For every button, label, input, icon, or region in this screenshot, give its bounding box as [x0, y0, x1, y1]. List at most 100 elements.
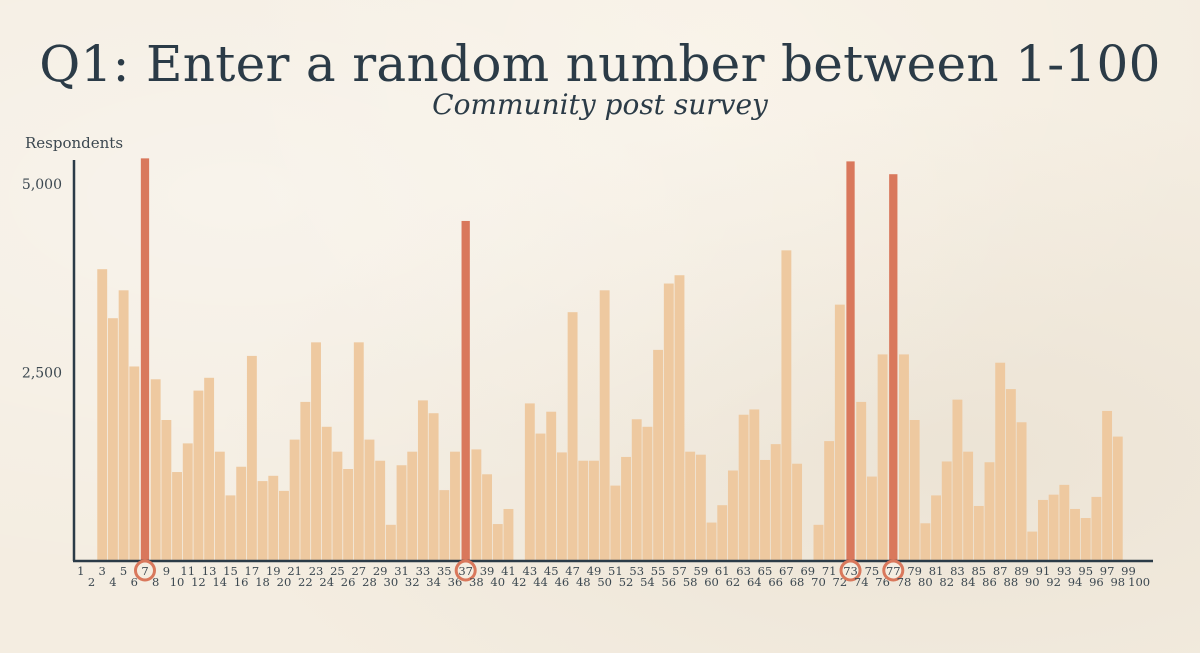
y-tick-label: 5,000 [22, 177, 62, 193]
bar-51 [610, 485, 621, 561]
highlight-circle-7 [133, 559, 156, 582]
bar-88 [1005, 389, 1016, 561]
bar-93 [1059, 484, 1070, 561]
x-tick-label: 1 [77, 564, 84, 578]
x-tick-label: 79 [907, 564, 922, 578]
x-tick-label: 25 [330, 564, 345, 578]
bar-84 [963, 451, 974, 561]
x-tick-label: 42 [512, 575, 527, 589]
x-tick-label: 18 [255, 575, 270, 589]
bar-30 [385, 524, 396, 561]
bar-20 [279, 490, 289, 561]
x-tick-label: 32 [405, 575, 420, 589]
x-tick-label: 12 [191, 575, 206, 589]
bar-65 [760, 459, 770, 561]
bar-26 [343, 469, 354, 561]
x-tick-label: 2 [88, 575, 95, 589]
bar-50 [599, 290, 610, 561]
bar-44 [535, 433, 546, 561]
x-tick-label: 9 [163, 564, 170, 578]
bar-33 [417, 400, 428, 561]
bar-49 [589, 460, 599, 561]
bar-92 [1048, 494, 1059, 561]
x-tick-label: 41 [501, 564, 516, 578]
bar-40 [492, 524, 503, 561]
bar-31 [396, 465, 407, 561]
bar-83 [952, 399, 963, 561]
bar-25 [332, 451, 343, 561]
x-tick-label: 99 [1121, 564, 1136, 578]
x-tick-label: 44 [533, 575, 548, 589]
bar-57 [674, 275, 685, 561]
x-tick-label: 57 [672, 564, 687, 578]
x-tick-label: 52 [619, 575, 634, 589]
bar-67 [781, 250, 792, 561]
x-tick-label: 22 [298, 575, 313, 589]
bar-63 [738, 414, 749, 561]
x-tick-label: 8 [152, 575, 159, 589]
bar-61 [717, 505, 728, 561]
x-tick-label: 5 [120, 564, 127, 578]
bar-18 [257, 481, 268, 561]
x-tick-label: 84 [961, 575, 976, 589]
x-tick-label: 39 [480, 564, 495, 578]
bar-16 [236, 466, 247, 561]
bar-28 [364, 439, 375, 561]
x-tick-label: 98 [1110, 575, 1125, 589]
x-tick-label: 92 [1046, 575, 1061, 589]
bar-6 [129, 366, 140, 561]
y-axis-label: Respondents [25, 134, 123, 152]
bar-22 [300, 401, 311, 561]
x-tick-label: 100 [1128, 575, 1150, 589]
x-tick-label: 90 [1025, 575, 1040, 589]
bar-27 [353, 342, 364, 561]
bar-74 [856, 401, 867, 561]
bar-66 [770, 444, 781, 561]
x-tick-label: 56 [661, 575, 676, 589]
x-tick-label: 46 [555, 575, 570, 589]
x-tick-label: 14 [212, 575, 227, 589]
x-tick-label: 88 [1004, 575, 1019, 589]
bar-72 [834, 304, 845, 561]
bar-64 [749, 409, 760, 561]
bar-62 [727, 470, 738, 561]
bar-39 [482, 474, 493, 561]
x-tick-label: 80 [918, 575, 933, 589]
x-tick-label: 75 [865, 564, 880, 578]
x-tick-label: 17 [245, 564, 260, 578]
x-tick-label: 67 [779, 564, 794, 578]
bar-96 [1091, 496, 1102, 561]
bar-41 [503, 508, 514, 561]
x-tick-label: 55 [651, 564, 666, 578]
bar-14 [214, 451, 225, 561]
bar-76 [877, 354, 888, 561]
bar-9 [161, 420, 172, 561]
bar-81 [931, 495, 941, 561]
bar-highlight-7 [140, 158, 150, 562]
x-tick-label: 34 [426, 575, 441, 589]
x-tick-label: 45 [544, 564, 559, 578]
x-tick-label: 27 [351, 564, 366, 578]
bar-highlight-73 [846, 161, 855, 561]
bar-35 [439, 490, 450, 561]
x-tick-label: 83 [950, 564, 965, 578]
x-tick-label: 16 [234, 575, 249, 589]
x-tick-label: 49 [587, 564, 602, 578]
x-tick-label: 62 [726, 575, 741, 589]
bar-98 [1112, 436, 1123, 561]
bar-32 [407, 451, 418, 561]
bar-89 [1016, 422, 1027, 561]
x-tick-label: 95 [1078, 564, 1093, 578]
chart-subtitle: Community post survey [432, 88, 768, 121]
x-tick-label: 21 [287, 564, 302, 578]
x-tick-label: 64 [747, 575, 762, 589]
bar-87 [995, 362, 1006, 561]
bar-71 [824, 441, 835, 561]
x-tick-label: 48 [576, 575, 591, 589]
y-ticks-group: 2,500 5,000 [22, 177, 62, 382]
highlight-circle-37 [454, 559, 477, 582]
x-tick-label: 53 [629, 564, 644, 578]
bar-60 [706, 522, 717, 561]
x-tick-label: 37 [458, 564, 473, 578]
